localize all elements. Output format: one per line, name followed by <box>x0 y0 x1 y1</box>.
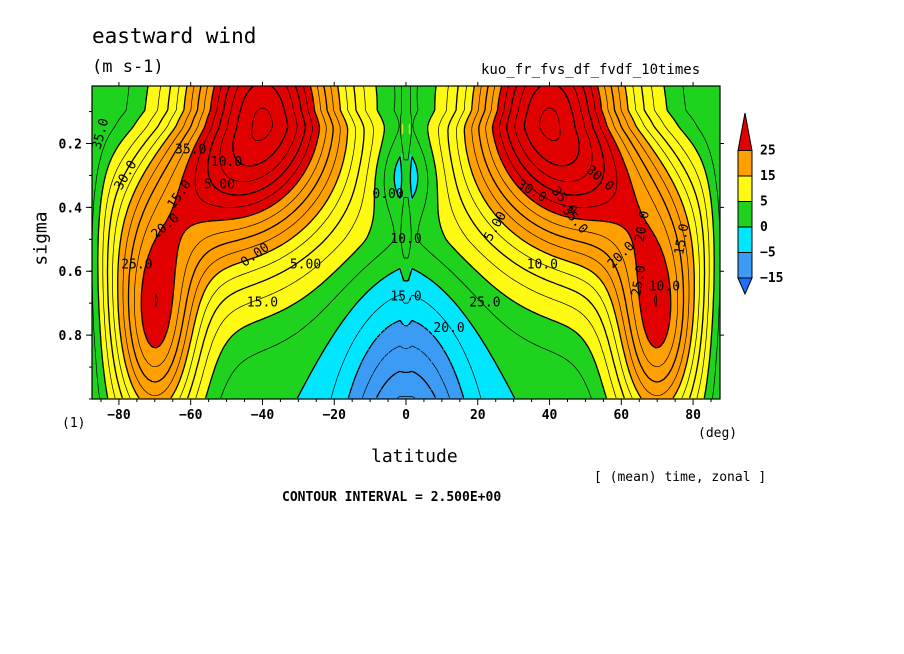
colorbar-label: 0 <box>760 220 768 235</box>
contour-line <box>102 86 710 399</box>
colorbar-label: 5 <box>760 195 768 210</box>
wind-field-image <box>92 86 720 399</box>
x-axis: −80 −60 −40 −20 0 20 40 60 80 <box>100 82 712 423</box>
colorbar-segment <box>737 226 753 253</box>
contour-label: 5.00 <box>204 178 235 193</box>
level-note: (1) <box>62 416 86 431</box>
y-tick-label: 0.2 <box>59 137 82 152</box>
x-tick-label: 0 <box>402 408 410 423</box>
colorbar-bottom-arrow <box>737 277 753 296</box>
run-name: kuo_fr_fvs_df_fvdf_10times <box>481 62 701 78</box>
contour-label: 25.0 <box>469 296 500 311</box>
x-axis-unit: (deg) <box>698 426 738 441</box>
x-tick-label: −60 <box>179 408 203 423</box>
contour-line <box>207 86 605 196</box>
x-tick-label: −40 <box>251 408 275 423</box>
contour-line <box>97 86 715 399</box>
y-tick-label: 0.8 <box>59 329 83 344</box>
y-axis: 0.2 0.4 0.6 0.8 <box>59 111 724 400</box>
contour-line <box>122 86 690 397</box>
contour-line <box>140 86 672 349</box>
contour-label: 5.00 <box>290 257 321 272</box>
contour-label: 10.0 <box>527 257 558 272</box>
x-tick-label: −20 <box>322 408 346 423</box>
contour-line <box>232 86 580 167</box>
colorbar-label: −15 <box>760 271 783 286</box>
y-tick-label: 0.6 <box>59 265 83 280</box>
units-label: (m s-1) <box>92 57 164 77</box>
contour-line <box>219 86 593 183</box>
contour-line <box>117 86 695 399</box>
colorbar: 25 15 5 0 −5 −15 <box>737 112 783 296</box>
x-tick-label: 40 <box>542 408 558 423</box>
colorbar-label: −5 <box>760 246 776 261</box>
contour-line <box>112 86 700 399</box>
contour-label: 25.0 <box>629 264 649 297</box>
colorbar-segment <box>737 150 753 177</box>
contour-line <box>347 319 465 399</box>
x-tick-label: 20 <box>470 408 486 423</box>
contour-lines <box>92 86 720 399</box>
colorbar-top-arrow <box>737 112 753 151</box>
contour-line <box>134 86 678 368</box>
x-tick-label: −80 <box>107 408 131 423</box>
contour-label: 20.0 <box>433 321 464 336</box>
contour-label: 15.0 <box>672 223 692 256</box>
contour-line <box>106 86 706 399</box>
contour-label: 0.00 <box>372 187 403 202</box>
contour-label: 35.0 <box>175 142 206 157</box>
colorbar-segment <box>737 175 753 202</box>
contour-line <box>296 156 516 399</box>
contour-line <box>375 370 437 399</box>
contour-label: 25.0 <box>121 257 152 272</box>
contour-label: 10.0 <box>649 280 680 295</box>
contour-interval: CONTOUR INTERVAL = 2.500E+00 <box>282 490 502 505</box>
y-tick-label: 0.4 <box>59 201 83 216</box>
contour-line <box>154 86 658 307</box>
colorbar-segment <box>737 201 753 228</box>
colorbar-label: 25 <box>760 144 776 159</box>
chart-title: eastward wind <box>92 24 257 48</box>
contour-line <box>330 294 482 399</box>
contour-line <box>127 86 685 383</box>
x-tick-label: 80 <box>685 408 701 423</box>
x-axis-label: latitude <box>371 446 458 467</box>
contour-field <box>92 86 720 399</box>
contour-label: 10.0 <box>211 155 242 170</box>
contour-label: 10.0 <box>390 232 421 247</box>
contour-line <box>397 396 415 399</box>
y-axis-label: sigma <box>30 211 52 266</box>
contour-line <box>92 86 720 399</box>
contour-line <box>251 107 561 141</box>
colorbar-label: 15 <box>760 169 776 184</box>
contour-label: 15.0 <box>247 296 278 311</box>
colorbar-segment <box>737 252 753 279</box>
contour-label: 20.0 <box>633 210 653 243</box>
contour-line <box>362 345 450 399</box>
x-tick-label: 60 <box>613 408 629 423</box>
average-note: [ (mean) time, zonal ] <box>594 470 767 485</box>
contour-label: 15.0 <box>390 289 421 304</box>
